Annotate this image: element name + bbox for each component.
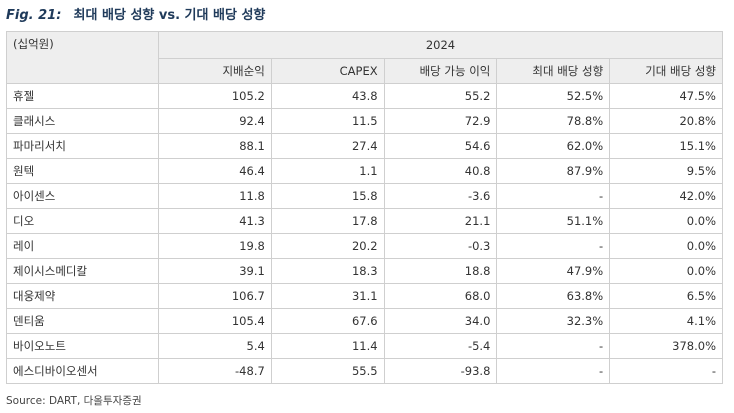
table-cell: 0.0% — [609, 233, 723, 259]
table-row: 에스디바이오센서 -48.7 55.5 -93.8- - — [6, 358, 723, 384]
table-cell: 106.7 — [158, 283, 272, 309]
dividend-table: (십억원) 2024 지배순익 CAPEX 배당 가능 이익 최대 배당 성향 … — [6, 31, 723, 384]
table-cell: 21.1 — [383, 208, 498, 234]
company-name: 덴티움 — [6, 308, 159, 334]
table-cell: - — [496, 233, 611, 259]
table-cell: 87.9% — [496, 158, 611, 184]
table-cell: 105.2 — [158, 83, 272, 109]
company-name: 레이 — [6, 233, 159, 259]
table-cell: 40.8 — [383, 158, 498, 184]
table-cell: - — [496, 358, 611, 384]
table-cell: 62.0% — [496, 133, 611, 159]
table-row: 원텍 46.4 1.1 40.8 87.9% 9.5% — [6, 158, 723, 184]
table-cell: 378.0% — [609, 333, 723, 359]
table-cell: 51.1% — [496, 208, 611, 234]
table-cell: 11.4 — [270, 333, 385, 359]
table-cell: 20.8% — [609, 108, 723, 134]
company-name: 클래시스 — [6, 108, 159, 134]
column-header: CAPEX — [270, 58, 385, 84]
table-cell: 15.1% — [609, 133, 723, 159]
table-cell: 67.6 — [270, 308, 385, 334]
table-row: 레이 19.8 20.2 -0.3-0.0% — [6, 233, 723, 259]
table-cell: -48.7 — [158, 358, 272, 384]
table-cell: 105.4 — [158, 308, 272, 334]
source-note: Source: DART, 다올투자증권 — [6, 395, 142, 407]
table-cell: 72.9 — [383, 108, 498, 134]
table-cell: 9.5% — [609, 158, 723, 184]
table-cell: -5.4 — [383, 333, 498, 359]
table-cell: 63.8% — [496, 283, 611, 309]
table-cell: 47.9% — [496, 258, 611, 284]
company-name: 대웅제약 — [6, 283, 159, 309]
table-cell: 55.5 — [270, 358, 385, 384]
table-cell: -0.3 — [383, 233, 498, 259]
table-cell: 1.1 — [270, 158, 385, 184]
unit-label: (십억원) — [6, 31, 159, 84]
table-cell: 11.5 — [270, 108, 385, 134]
company-name: 디오 — [6, 208, 159, 234]
table-cell: 39.1 — [158, 258, 272, 284]
table-cell: 88.1 — [158, 133, 272, 159]
table-row: 파마리서치 88.1 27.4 54.6 62.0% 15.1% — [6, 133, 723, 159]
figure-title-text: 최대 배당 성향 vs. 기대 배당 성향 — [73, 8, 266, 23]
table-cell: 18.3 — [270, 258, 385, 284]
table-row: 휴젤 105.2 43.8 55.2 52.5% 47.5% — [6, 83, 723, 109]
company-name: 파마리서치 — [6, 133, 159, 159]
table-cell: - — [496, 333, 611, 359]
table-cell: - — [609, 358, 723, 384]
table-cell: 6.5% — [609, 283, 723, 309]
table-cell: 32.3% — [496, 308, 611, 334]
company-name: 제이시스메디칼 — [6, 258, 159, 284]
company-name: 아이센스 — [6, 183, 159, 209]
table-cell: 15.8 — [270, 183, 385, 209]
year-header: 2024 — [158, 31, 723, 59]
table-cell: -3.6 — [383, 183, 498, 209]
table-cell: 47.5% — [609, 83, 723, 109]
table-cell: 27.4 — [270, 133, 385, 159]
table-cell: 43.8 — [270, 83, 385, 109]
table-cell: 19.8 — [158, 233, 272, 259]
table-cell: -93.8 — [383, 358, 498, 384]
table-cell: 4.1% — [609, 308, 723, 334]
company-name: 휴젤 — [6, 83, 159, 109]
figure-number: Fig. 21: — [6, 8, 62, 23]
company-name: 바이오노트 — [6, 333, 159, 359]
table-cell: - — [496, 183, 611, 209]
column-header: 기대 배당 성향 — [609, 58, 723, 84]
table-cell: 31.1 — [270, 283, 385, 309]
table-cell: 0.0% — [609, 258, 723, 284]
table-cell: 68.0 — [383, 283, 498, 309]
table-row: 바이오노트 5.4 11.4 -5.4-378.0% — [6, 333, 723, 359]
column-header: 지배순익 — [158, 58, 272, 84]
table-cell: 92.4 — [158, 108, 272, 134]
table-cell: 41.3 — [158, 208, 272, 234]
table-cell: 52.5% — [496, 83, 611, 109]
table-row: 클래시스 92.4 11.5 72.9 78.8% 20.8% — [6, 108, 723, 134]
table-body: 휴젤 105.2 43.8 55.2 52.5% 47.5% 클래시스 92.4 11.5 72.… — [6, 83, 723, 384]
company-name: 에스디바이오센서 — [6, 358, 159, 384]
column-header: 최대 배당 성향 — [496, 58, 611, 84]
table-cell: 17.8 — [270, 208, 385, 234]
table-row: 디오 41.3 17.8 21.1 51.1% 0.0% — [6, 208, 723, 234]
table-cell: 42.0% — [609, 183, 723, 209]
table-cell: 5.4 — [158, 333, 272, 359]
table-cell: 55.2 — [383, 83, 498, 109]
figure-title: Fig. 21: 최대 배당 성향 vs. 기대 배당 성향 — [6, 6, 265, 26]
table-cell: 20.2 — [270, 233, 385, 259]
table-cell: 0.0% — [609, 208, 723, 234]
table-cell: 18.8 — [383, 258, 498, 284]
table-cell: 78.8% — [496, 108, 611, 134]
table-row: 대웅제약 106.7 31.1 68.0 63.8% 6.5% — [6, 283, 723, 309]
table-cell: 46.4 — [158, 158, 272, 184]
table-row: 제이시스메디칼 39.1 18.3 18.8 47.9% 0.0% — [6, 258, 723, 284]
company-name: 원텍 — [6, 158, 159, 184]
table-cell: 54.6 — [383, 133, 498, 159]
table-cell: 11.8 — [158, 183, 272, 209]
table-row: 덴티움 105.4 67.6 34.0 32.3% 4.1% — [6, 308, 723, 334]
column-header: 배당 가능 이익 — [383, 58, 498, 84]
table-cell: 34.0 — [383, 308, 498, 334]
table-row: 아이센스 11.8 15.8 -3.6-42.0% — [6, 183, 723, 209]
